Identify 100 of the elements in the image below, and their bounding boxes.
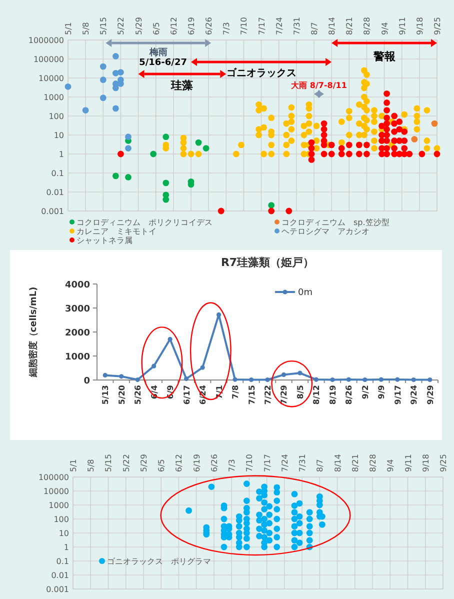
x-tick-label: 5/13 — [101, 385, 110, 405]
x-tick-label: 5/29 — [134, 17, 144, 35]
y-tick-label: 10000 — [44, 487, 69, 496]
x-tick-label: 9/24 — [410, 384, 419, 405]
x-tick-label: 6/19 — [192, 454, 202, 472]
x-tick-label: 8/14 — [328, 17, 337, 35]
point — [320, 126, 328, 132]
x-tick-label: 7/3 — [228, 459, 237, 472]
point — [401, 138, 408, 144]
point — [308, 139, 315, 146]
point — [364, 150, 370, 158]
x-tick-label: 6/12 — [174, 454, 184, 472]
point — [308, 145, 315, 152]
point — [162, 134, 170, 140]
legend-item: コクロディニウム ポリクリコイデス — [70, 218, 212, 227]
x-tick-label: 5/15 — [104, 454, 114, 472]
y-tick-label: 10 — [54, 131, 64, 140]
point — [418, 150, 426, 158]
x-tick-label: 5/8 — [86, 459, 96, 472]
point — [150, 150, 157, 158]
y-axis-title: 細胞密度（cells/mL) — [28, 286, 39, 378]
x-tick-label: 8/26 — [344, 384, 354, 405]
x-tick-label: 8/21 — [345, 17, 354, 35]
x-tick-label: 7/10 — [240, 17, 249, 35]
y-tick-label: 100000 — [38, 473, 69, 482]
point — [391, 128, 398, 135]
x-tick-label: 9/25 — [439, 454, 448, 472]
point — [378, 377, 384, 382]
x-tick-label: 6/26 — [204, 17, 214, 35]
point — [162, 180, 170, 186]
x-tick-label: 5/22 — [116, 17, 126, 35]
point — [125, 134, 132, 140]
point — [338, 145, 345, 152]
x-tick-label: 8/12 — [312, 385, 322, 405]
point — [118, 150, 124, 158]
point — [100, 76, 106, 84]
legend-item: 0m — [275, 288, 312, 298]
point — [346, 150, 352, 158]
point — [401, 128, 408, 135]
point — [356, 150, 362, 158]
point — [162, 196, 170, 203]
x-tick-label: 7/10 — [245, 454, 254, 472]
y-tick-label: 10 — [58, 529, 69, 538]
x-tick-label: 7/17 — [257, 17, 266, 35]
point — [395, 377, 400, 382]
legend-item: ヘテロシグマ アカシオ — [274, 227, 370, 236]
x-tick-label: 7/31 — [292, 17, 302, 35]
y-tick-label: 1000 — [48, 501, 69, 510]
point — [320, 142, 328, 148]
x-tick-label: 5/22 — [122, 454, 131, 472]
y-tick-label: 1000000 — [28, 36, 64, 45]
point — [281, 372, 286, 378]
point — [431, 120, 438, 127]
x-tick-label: 5/15 — [99, 17, 108, 35]
y-tick-label: 0.01 — [51, 571, 69, 580]
annotation: 5/16-6/27 — [139, 58, 187, 68]
y-tick-label: 1 — [58, 150, 64, 159]
chart-title: R7珪藻類（姫戸） — [220, 256, 314, 269]
x-tick-label: 9/18 — [421, 454, 430, 472]
x-tick-label: 9/25 — [433, 17, 442, 35]
point — [100, 94, 106, 102]
point — [384, 132, 390, 138]
point — [64, 83, 72, 90]
x-tick-label: 6/5 — [152, 22, 161, 35]
x-tick-label: 6/19 — [187, 17, 196, 35]
y-tick-label: 4000 — [64, 280, 90, 290]
y-tick-label: 3000 — [64, 304, 90, 314]
point — [328, 142, 335, 148]
point — [411, 136, 418, 142]
x-tick-label: 9/4 — [380, 22, 390, 35]
x-tick-label: 5/1 — [69, 459, 78, 472]
point — [119, 374, 124, 379]
point — [396, 126, 403, 132]
point — [195, 139, 202, 146]
x-tick-label: 6/17 — [182, 385, 192, 405]
x-tick-label: 6/4 — [150, 384, 159, 400]
annotation: ゴニオラックス — [226, 67, 296, 79]
point — [328, 150, 335, 158]
y-tick-label: 100 — [48, 112, 64, 121]
y-tick-label: 1000 — [64, 352, 90, 362]
x-tick-label: 9/11 — [398, 17, 407, 35]
point — [118, 69, 124, 76]
x-tick-label: 5/29 — [139, 454, 148, 472]
point — [102, 372, 108, 378]
point — [125, 174, 132, 180]
point — [384, 126, 390, 132]
y-tick-label: 0.01 — [46, 188, 64, 197]
x-tick-label: 7/22 — [264, 385, 272, 405]
x-tick-label: 5/26 — [134, 384, 143, 405]
x-tick-label: 9/11 — [404, 454, 413, 472]
y-tick-label: 1 — [64, 543, 69, 552]
point — [265, 377, 270, 382]
point — [112, 172, 119, 180]
point — [125, 145, 132, 152]
x-tick-label: 7/3 — [222, 22, 232, 35]
x-tick-label: 6/5 — [157, 459, 166, 472]
legend-item: カレニア ミキモトイ — [70, 227, 156, 236]
point — [298, 370, 302, 376]
point — [364, 142, 370, 148]
x-tick-label: 9/4 — [386, 459, 396, 472]
